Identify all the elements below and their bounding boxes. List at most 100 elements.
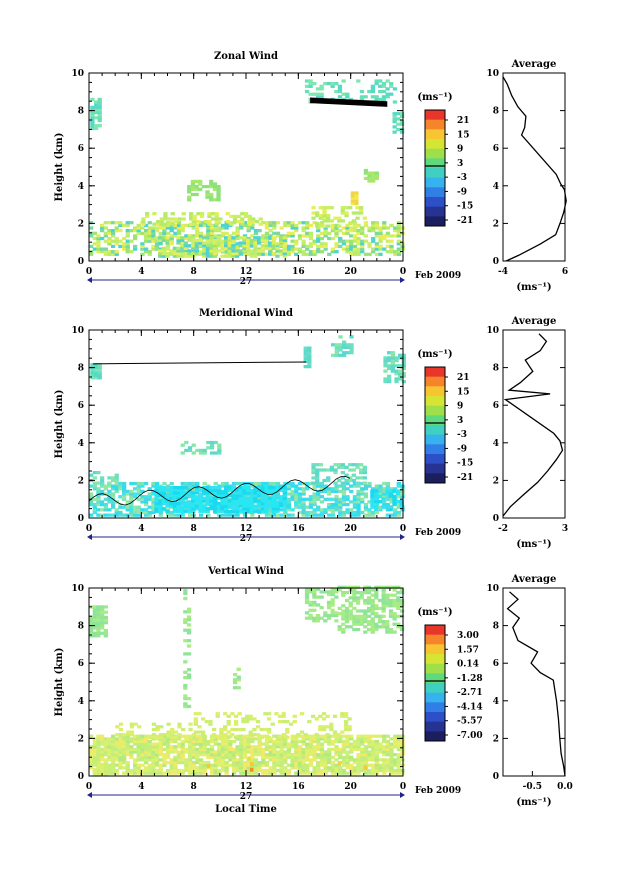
heatmap-cell (147, 221, 152, 225)
heatmap-cell (167, 217, 172, 221)
heatmap-cell (107, 737, 112, 741)
heatmap-cell (94, 126, 99, 131)
heatmap-cell (271, 493, 276, 498)
heatmap-cell (378, 226, 383, 230)
heatmap-cell (129, 250, 134, 254)
heatmap-cell (326, 468, 331, 472)
heatmap-cell (385, 513, 390, 517)
heatmap-cell (316, 513, 321, 517)
heatmap-cell (216, 185, 221, 189)
heatmap-cell (107, 221, 112, 225)
heatmap-cell (90, 118, 95, 123)
heatmap-cell (283, 768, 288, 773)
heatmap-cell (118, 244, 123, 249)
heatmap-cell (253, 249, 258, 253)
heatmap-cell (334, 590, 339, 594)
heatmap-cell (275, 246, 280, 250)
heatmap-cell (374, 614, 379, 618)
heatmap-cell (154, 236, 159, 240)
heatmap-cell (349, 510, 354, 515)
heatmap-cell (327, 252, 332, 256)
heatmap-cell (253, 745, 259, 749)
heatmap-cell (161, 486, 166, 490)
heatmap-cell (186, 631, 192, 635)
heatmap-cell (315, 595, 321, 599)
heatmap-cell (137, 725, 142, 729)
heatmap-cell (396, 247, 401, 251)
heatmap-cell (251, 220, 256, 224)
heatmap-cell (125, 745, 130, 749)
profile-y-tick-label: 10 (486, 584, 499, 594)
heatmap-cell (151, 492, 156, 496)
heatmap-cell (307, 357, 312, 361)
heatmap-cell (151, 247, 156, 251)
heatmap-cell (180, 242, 185, 246)
heatmap-cell (94, 124, 99, 128)
heatmap-cell (264, 252, 270, 256)
heatmap-cell (209, 229, 215, 233)
heatmap-cell (224, 739, 229, 744)
heatmap-cell (158, 252, 163, 256)
heatmap-cell (209, 504, 214, 508)
colorbar-tick-label: 0.14 (457, 660, 479, 670)
heatmap-cell (216, 198, 221, 202)
profile-line (502, 333, 564, 517)
heatmap-cell (374, 510, 379, 515)
heatmap-cell (348, 468, 353, 472)
heatmap-cell (345, 761, 350, 765)
heatmap-cell (283, 750, 288, 754)
heatmap-cell (231, 750, 237, 754)
heatmap-cell (315, 478, 320, 483)
colorbar-segment (425, 644, 445, 655)
heatmap-cell (151, 742, 156, 746)
heatmap-cell (100, 236, 105, 241)
heatmap-cell (224, 246, 229, 250)
heatmap-cell (214, 214, 219, 219)
heatmap-cell (246, 501, 251, 506)
heatmap-cell (294, 503, 299, 507)
heatmap-cell (301, 739, 306, 744)
heatmap-cell (133, 761, 138, 765)
heatmap-cell (345, 95, 350, 99)
heatmap-cell (286, 505, 292, 509)
heatmap-cell (282, 501, 287, 506)
heatmap-cell (363, 758, 369, 762)
heatmap-cell (144, 761, 149, 765)
heatmap-cell (389, 745, 394, 749)
heatmap-cell (312, 747, 317, 752)
heatmap-cell (271, 509, 276, 513)
heatmap-cell (191, 246, 196, 250)
heatmap-cell (111, 762, 116, 767)
heatmap-cell (279, 486, 284, 490)
heatmap-cell (103, 631, 108, 635)
heatmap-cell (250, 750, 255, 754)
heatmap-cell (388, 494, 393, 498)
heatmap-cell (385, 761, 390, 765)
heatmap-cell (297, 753, 303, 757)
heatmap-cell (323, 226, 328, 230)
heatmap-cell (327, 742, 332, 746)
heatmap-cell (147, 505, 152, 509)
heatmap-cell (338, 497, 343, 501)
heatmap-cell (329, 468, 334, 472)
heatmap-cell (228, 763, 233, 767)
heatmap-cell (187, 513, 193, 517)
heatmap-cell (94, 103, 99, 107)
heatmap-cell (257, 747, 262, 752)
colorbar-segment (425, 654, 445, 665)
heatmap-cell (165, 742, 171, 746)
heatmap-cell (348, 463, 353, 467)
heatmap-cell (334, 766, 339, 770)
heatmap-cell (370, 502, 375, 506)
heatmap-cell (359, 476, 364, 480)
heatmap-cell (305, 221, 310, 225)
heatmap-cell (125, 763, 130, 767)
heatmap-cell (114, 510, 119, 515)
heatmap-cell (393, 734, 398, 738)
heatmap-cell (312, 616, 317, 620)
heatmap-cell (213, 486, 218, 490)
heatmap-cell (349, 500, 354, 504)
heatmap-cell (374, 226, 379, 230)
heatmap-cell (342, 351, 347, 355)
heatmap-cell (312, 739, 317, 744)
